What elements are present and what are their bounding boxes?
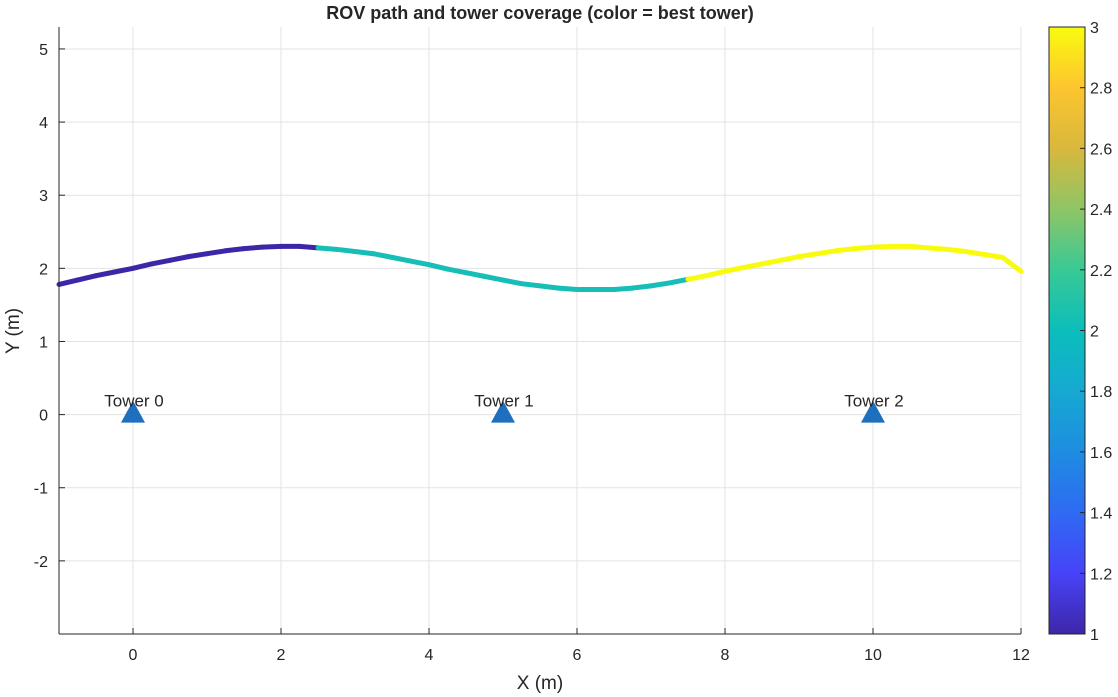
colorbar-ticks: 1 1.2 1.4 1.6 1.8 2 2.2 2.4 2.6 2.8 3 xyxy=(1080,20,1112,644)
path-segment xyxy=(204,248,228,257)
towers: Tower 0 Tower 1 Tower 2 xyxy=(104,392,904,423)
path-segment xyxy=(630,283,654,291)
path-segment xyxy=(56,277,80,287)
y-tick-label: 2 xyxy=(39,261,48,278)
path-segment xyxy=(648,280,672,289)
colorbar-gradient xyxy=(1048,26,1086,635)
rov-path xyxy=(56,243,1024,293)
path-segment xyxy=(112,265,136,275)
path-segment xyxy=(75,273,99,283)
path-segment xyxy=(685,273,709,282)
path-segment xyxy=(371,251,395,260)
path-segment xyxy=(981,251,1005,260)
path-segment xyxy=(667,276,691,286)
colorbar-tick-label: 2 xyxy=(1090,324,1099,341)
colorbar-tick-label: 1.2 xyxy=(1090,566,1112,583)
path-segment xyxy=(1000,254,1024,274)
path-segment xyxy=(963,249,987,257)
path-segment xyxy=(926,245,950,252)
path-segment xyxy=(241,244,265,252)
path-segment xyxy=(482,273,506,283)
path-segment xyxy=(408,258,432,268)
path-segment xyxy=(907,243,931,251)
path-segment xyxy=(167,254,191,263)
colorbar-tick-label: 3 xyxy=(1090,20,1099,37)
x-tick-label: 2 xyxy=(277,647,286,664)
x-axis-label: X (m) xyxy=(517,673,563,694)
x-tick-label: 12 xyxy=(1012,647,1030,664)
path-segment xyxy=(260,243,284,250)
colorbar-tick-label: 2.2 xyxy=(1090,263,1112,280)
y-tick-labels: -2 -1 0 1 2 3 4 5 xyxy=(34,42,65,571)
path-segment xyxy=(833,246,857,254)
tower-label: Tower 2 xyxy=(844,392,904,411)
tower-label: Tower 0 xyxy=(104,392,164,411)
path-segment xyxy=(445,266,469,276)
path-segment xyxy=(130,261,154,271)
y-tick-label: 1 xyxy=(39,334,48,351)
colorbar-tick-label: 1.6 xyxy=(1090,445,1112,462)
x-tick-label: 8 xyxy=(721,647,730,664)
colorbar-tick-label: 2.8 xyxy=(1090,81,1112,98)
tower-marker xyxy=(861,400,885,423)
path-segment xyxy=(352,249,376,257)
path-segment xyxy=(815,248,839,257)
path-segment xyxy=(852,244,876,252)
tower-label: Tower 1 xyxy=(474,392,534,411)
path-segment xyxy=(944,246,968,255)
plot-background xyxy=(59,27,1021,634)
y-tick-label: 0 xyxy=(39,408,48,425)
path-segment xyxy=(537,283,561,291)
plot-area: Tower 0 Tower 1 Tower 2 xyxy=(56,27,1024,635)
colorbar-tick-label: 2.4 xyxy=(1090,202,1112,219)
colorbar-tick-label: 1.4 xyxy=(1090,506,1112,523)
path-segment xyxy=(297,243,321,251)
path-segment xyxy=(334,246,358,255)
y-tick-label: 5 xyxy=(39,42,48,59)
y-tick-label: 4 xyxy=(39,115,48,132)
colorbar-tick-label: 1 xyxy=(1090,627,1099,644)
path-segment xyxy=(500,277,524,287)
path-segment xyxy=(741,261,765,271)
path-segment xyxy=(389,254,413,264)
path-segment xyxy=(426,262,450,272)
path-segment xyxy=(759,257,783,267)
path-segment xyxy=(149,257,173,267)
chart-title: ROV path and tower coverage (color = bes… xyxy=(326,3,754,23)
x-tick-label: 6 xyxy=(573,647,582,664)
y-tick-label: -1 xyxy=(34,481,48,498)
x-tick-label: 10 xyxy=(864,647,882,664)
path-segment xyxy=(223,246,247,254)
path-segment xyxy=(870,243,894,250)
path-segment xyxy=(186,251,210,260)
horizontal-gridlines xyxy=(59,48,1021,562)
path-segment xyxy=(93,269,117,279)
tower-marker xyxy=(121,400,145,423)
colorbar: 1 1.2 1.4 1.6 1.8 2 2.2 2.4 2.6 2.8 3 xyxy=(1048,20,1112,644)
path-segment xyxy=(519,281,543,289)
vertical-gridlines xyxy=(132,27,1022,634)
y-axis-label: Y (m) xyxy=(3,308,24,354)
path-segment xyxy=(611,285,635,293)
colorbar-tick-label: 1.8 xyxy=(1090,384,1112,401)
path-segment xyxy=(463,270,487,279)
x-tick-label: 4 xyxy=(425,647,434,664)
y-tick-label: -2 xyxy=(34,554,48,571)
path-segment xyxy=(796,251,820,260)
colorbar-tick-label: 2.6 xyxy=(1090,141,1112,158)
x-tick-label: 0 xyxy=(129,647,138,664)
tower-marker xyxy=(491,400,515,423)
path-segment xyxy=(778,254,802,263)
path-segment xyxy=(556,285,580,293)
y-tick-label: 3 xyxy=(39,188,48,205)
x-tick-labels: 0 2 4 6 8 10 12 xyxy=(129,628,1030,664)
path-segment xyxy=(722,265,746,274)
path-segment xyxy=(315,245,339,252)
path-segment xyxy=(704,268,728,279)
